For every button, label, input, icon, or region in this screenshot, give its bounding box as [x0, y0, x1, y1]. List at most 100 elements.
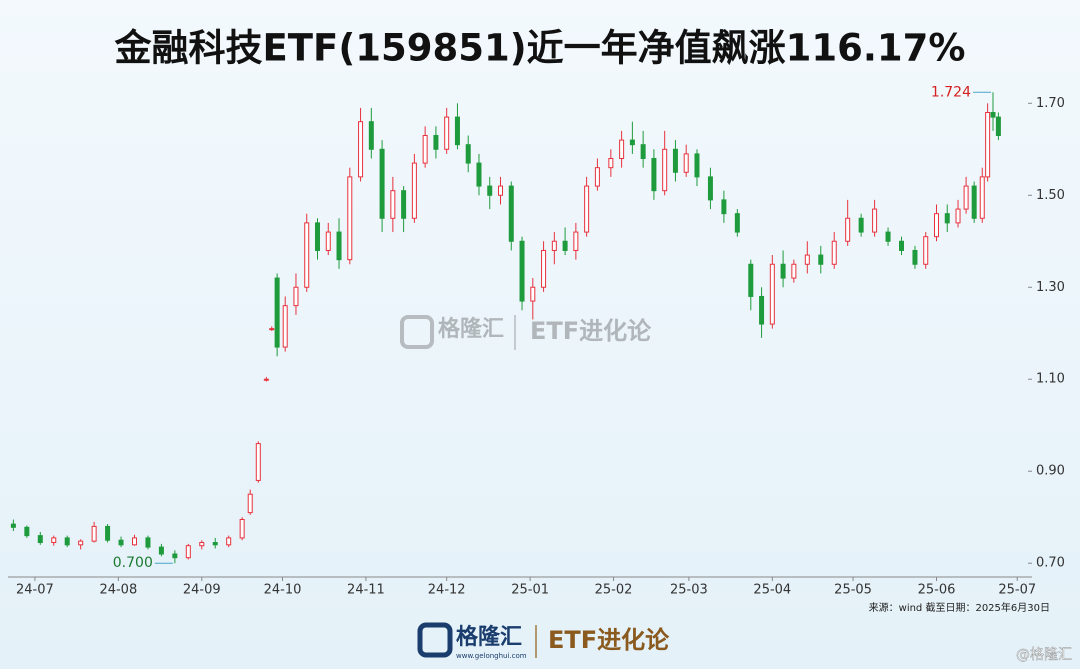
candle-body [584, 185, 590, 233]
candle-body [158, 546, 164, 555]
candle-body [10, 523, 16, 528]
candle-body [37, 535, 43, 544]
candle-body [562, 240, 568, 251]
candle-body [239, 519, 245, 539]
candle-body [573, 231, 579, 251]
footer: 格隆汇 www.gelonghui.com ETF进化论 [417, 622, 670, 660]
footer-url: www.gelonghui.com [456, 652, 527, 660]
candle-body [51, 537, 57, 544]
candle-body [91, 525, 97, 542]
footer-slogan: ETF进化论 [548, 626, 670, 654]
candle-body [274, 277, 280, 348]
candle-body [454, 116, 460, 146]
candle-body [748, 263, 754, 297]
x-tick-label: 25-03 [670, 583, 708, 598]
footer-logo [417, 622, 453, 658]
candle-body [899, 240, 905, 251]
candle-body [358, 121, 364, 178]
x-tick-label: 24-11 [347, 583, 385, 598]
candle-body [226, 537, 232, 546]
candle-body [990, 111, 996, 118]
candle-body [78, 540, 84, 546]
candle-body [411, 162, 417, 219]
candle-body [944, 213, 950, 224]
candle-body [530, 286, 536, 302]
candle-body [995, 116, 1001, 136]
candle-body [379, 148, 385, 219]
candle-body [433, 134, 439, 150]
candle-body [759, 295, 765, 325]
x-tick-label: 24-07 [16, 583, 54, 598]
y-tick-label: 0.90 [1036, 464, 1065, 479]
candle-body [791, 263, 797, 279]
candle-body [721, 199, 727, 215]
candle-body [390, 190, 396, 219]
candle-body [368, 121, 374, 150]
candle-body [145, 537, 151, 548]
candle-body [487, 185, 493, 196]
footer-brand: 格隆汇 [456, 624, 522, 650]
candle-body [105, 525, 111, 541]
candle-body [923, 236, 929, 265]
candle-body [444, 116, 450, 150]
candle-body [629, 139, 635, 146]
candle-body [24, 526, 30, 537]
candle-body [608, 157, 614, 169]
candle-body [269, 328, 275, 331]
candle-body [594, 167, 600, 187]
candle-body [933, 213, 939, 238]
x-tick-label: 25-05 [834, 583, 872, 598]
candle-body [662, 148, 668, 192]
candle-body [336, 231, 342, 261]
candle-body [172, 553, 178, 559]
annotation-label: 0.700 [113, 555, 153, 571]
candle-body [131, 537, 137, 546]
candle-body [293, 286, 299, 307]
candle-body [508, 185, 514, 242]
candle-body [769, 263, 775, 325]
candle-body [325, 231, 331, 251]
source-note: 来源：wind 截至日期：2025年6月30日 [869, 601, 1050, 614]
x-tick-label: 25-01 [511, 583, 549, 598]
watermark: 格隆汇 ETF进化论 [400, 315, 652, 350]
x-tick-label: 25-07 [998, 583, 1036, 598]
candle-body [734, 213, 740, 233]
candle-body [185, 545, 191, 559]
candle-body [118, 539, 124, 546]
annotation-label: 1.724 [931, 84, 971, 100]
x-tick-label: 24-08 [99, 583, 137, 598]
candle-body [707, 176, 713, 201]
y-tick-label: 0.70 [1036, 556, 1065, 571]
candle-body [519, 240, 525, 302]
y-tick-label: 1.10 [1036, 372, 1065, 387]
candle-body [247, 493, 253, 514]
candle-body [422, 134, 428, 164]
candle-body [979, 176, 985, 219]
candle-body [347, 176, 353, 261]
candle-body [985, 111, 991, 178]
candle-body [780, 263, 786, 279]
candle-body [314, 222, 320, 251]
x-tick-label: 25-06 [918, 583, 956, 598]
candle-body [465, 144, 471, 164]
candle-body [831, 240, 837, 265]
candle-body [885, 231, 891, 242]
x-tick-label: 25-02 [595, 583, 633, 598]
candle-body [971, 185, 977, 219]
candle-body [818, 254, 824, 265]
candle-body [955, 208, 961, 224]
watermark-brand: 格隆汇 [438, 316, 504, 342]
candle-body [963, 185, 969, 210]
candle-body [199, 542, 205, 547]
candle-body [304, 222, 310, 288]
y-tick-label: 1.70 [1036, 96, 1065, 111]
candle-body [912, 249, 918, 265]
candle-body [640, 144, 646, 159]
watermark-logo [400, 315, 434, 349]
candle-body [476, 162, 482, 187]
candle-body [282, 305, 288, 348]
credit: @格隆汇 [1016, 647, 1072, 663]
candle-body [212, 542, 218, 546]
y-tick-label: 1.50 [1036, 188, 1065, 203]
